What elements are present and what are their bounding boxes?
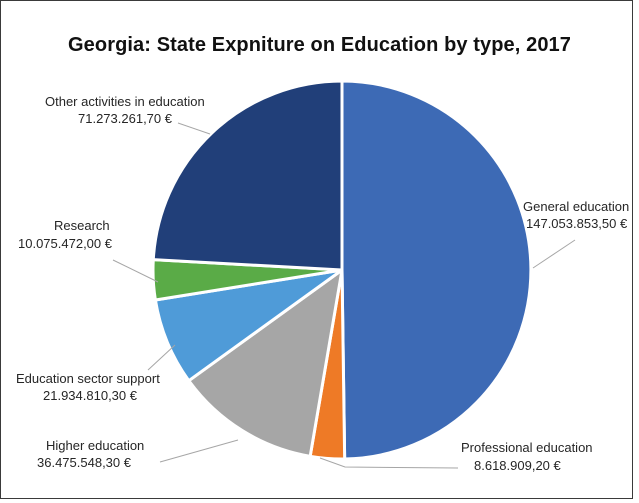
leader-line-research: [112, 259, 159, 283]
chart-title: Georgia: State Expniture on Education by…: [68, 34, 571, 56]
leader-line-general-education: [532, 239, 576, 269]
leader-line-education-sector-support: [147, 344, 176, 371]
leader-line-other-activities: [177, 122, 211, 135]
leader-line-professional-education: [319, 457, 459, 469]
pie-slice-higher-education: [187, 268, 344, 458]
label-other-activities-value: 71.273.261,70 €: [78, 111, 173, 126]
label-research-value: 10.075.472,00 €: [18, 236, 113, 251]
pie-slice-general-education: [340, 79, 533, 461]
label-research-name: Research: [54, 218, 110, 233]
label-professional-education-name: Professional education: [461, 440, 593, 455]
label-higher-education-name: Higher education: [46, 438, 144, 453]
label-general-education-name: General education: [523, 199, 629, 214]
label-other-activities-name: Other activities in education: [45, 94, 205, 109]
label-education-sector-support-name: Education sector support: [16, 371, 160, 386]
leader-line-higher-education: [159, 439, 239, 463]
pie-slice-other-activities-in-education: [151, 79, 344, 272]
pie-slices: [151, 79, 533, 461]
label-education-sector-support-value: 21.934.810,30 €: [43, 388, 138, 403]
label-professional-education-value: 8.618.909,20 €: [474, 458, 562, 473]
label-higher-education-value: 36.475.548,30 €: [37, 455, 132, 470]
label-general-education-value: 147.053.853,50 €: [526, 216, 628, 231]
